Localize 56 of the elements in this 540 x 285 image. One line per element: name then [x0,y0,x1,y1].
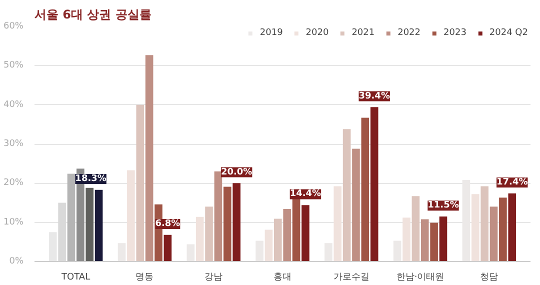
bar [361,118,370,262]
y-tick-label: 0% [9,256,24,266]
data-label: 14.4% [290,189,322,200]
x-tick-label: 강남 [204,272,223,282]
bar [58,202,66,262]
bar [94,190,103,262]
bar [499,198,507,262]
legend-label: 2021 [352,28,375,38]
legend-label: 2024 Q2 [489,28,528,38]
bar [439,216,448,262]
bar [136,104,144,262]
x-tick-label: 명동 [136,272,154,282]
bar [274,218,282,262]
data-label: 17.4% [496,177,528,188]
y-tick-label: 50% [3,60,24,71]
x-tick-label: 한남·이태원 [396,272,444,282]
bar [48,232,57,262]
bar [342,129,351,262]
bar [283,209,291,262]
bar [420,219,429,262]
bar [352,148,360,262]
x-tick-label: 청담 [480,272,498,282]
x-tick-label: 가로수길 [333,272,370,282]
bar [145,55,154,262]
bar [490,206,498,262]
bar [302,205,310,262]
x-tick-label: TOTAL [60,272,90,282]
y-tick-label: 10% [3,217,24,228]
bar [430,222,438,262]
legend-label: 2022 [398,28,421,38]
bar [67,174,76,262]
bar [370,107,378,262]
bar [292,198,300,262]
legend-label: 2019 [260,28,283,38]
bar [86,188,94,262]
y-tick-label: 60% [3,22,24,32]
y-tick-label: 30% [3,139,24,149]
data-label: 20.0% [220,167,252,178]
data-label: 18.3% [75,174,106,184]
bar [214,171,222,262]
bar [412,196,420,262]
bar [480,186,488,262]
data-label: 39.4% [358,91,390,102]
bar [508,193,516,262]
y-tick-label: 40% [3,100,24,110]
y-tick-label: 20% [3,178,24,188]
data-label: 6.8% [155,218,180,229]
legend-label: 2020 [306,28,329,38]
data-label: 11.5% [428,200,459,211]
legend-label: 2023 [444,28,466,38]
chart-title: 서울 6대 상권 공실률 [34,8,152,22]
bar [232,183,240,262]
bar [164,234,172,262]
bar [223,186,232,262]
x-tick-label: 홍대 [274,272,292,282]
bar [205,206,213,262]
